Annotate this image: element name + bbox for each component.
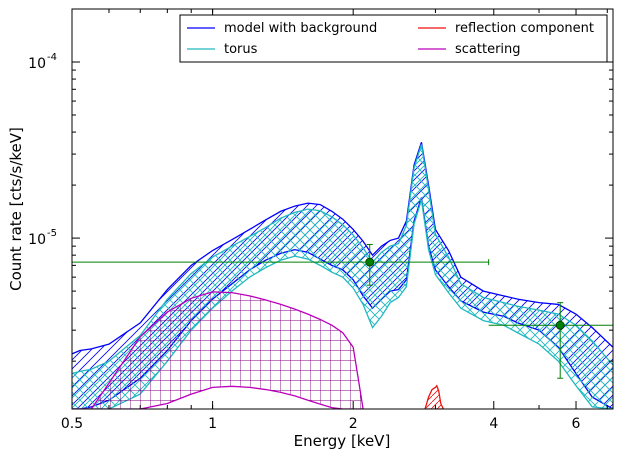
x-tick-label: 2 <box>349 416 358 432</box>
x-axis-label: Energy [keV] <box>294 432 391 450</box>
data-marker <box>365 257 375 267</box>
legend-label-reflection-component: reflection component <box>455 21 594 36</box>
x-axis: 0.5 1 2 4 6 <box>61 9 608 432</box>
y-tick-exponent: -5 <box>47 228 57 239</box>
plot-frame <box>71 8 614 410</box>
legend: model with background torus reflection com… <box>179 14 608 63</box>
scattering-lower-line <box>72 385 364 409</box>
data-marker <box>555 320 565 330</box>
torus-upper-line <box>72 144 613 375</box>
y-tick-exponent: -4 <box>47 52 57 63</box>
plot-area <box>72 142 613 409</box>
model-with-background-upper-line <box>72 142 613 355</box>
data-point-2 <box>488 302 613 379</box>
y-tick-label: 10 <box>28 232 46 248</box>
data-point-1 <box>72 243 490 286</box>
scattering-band <box>72 291 364 409</box>
legend-label-model-with-background: model with background <box>224 21 377 36</box>
legend-label-torus: torus <box>224 42 258 57</box>
x-tick-label: 6 <box>572 416 581 432</box>
legend-box <box>179 14 608 63</box>
x-tick-label: 1 <box>208 416 217 432</box>
x-tick-label: 4 <box>489 416 498 432</box>
reflection-component-band <box>425 385 444 409</box>
scattering-upper-line <box>72 291 364 409</box>
y-axis: 10-510-4 <box>28 8 613 362</box>
y-axis-label: Count rate [cts/s/keV] <box>7 127 25 291</box>
x-tick-label: 0.5 <box>61 416 83 432</box>
y-tick-label: 10 <box>28 56 46 72</box>
reflection-component-upper-line <box>424 384 444 409</box>
legend-label-scattering: scattering <box>455 42 521 57</box>
